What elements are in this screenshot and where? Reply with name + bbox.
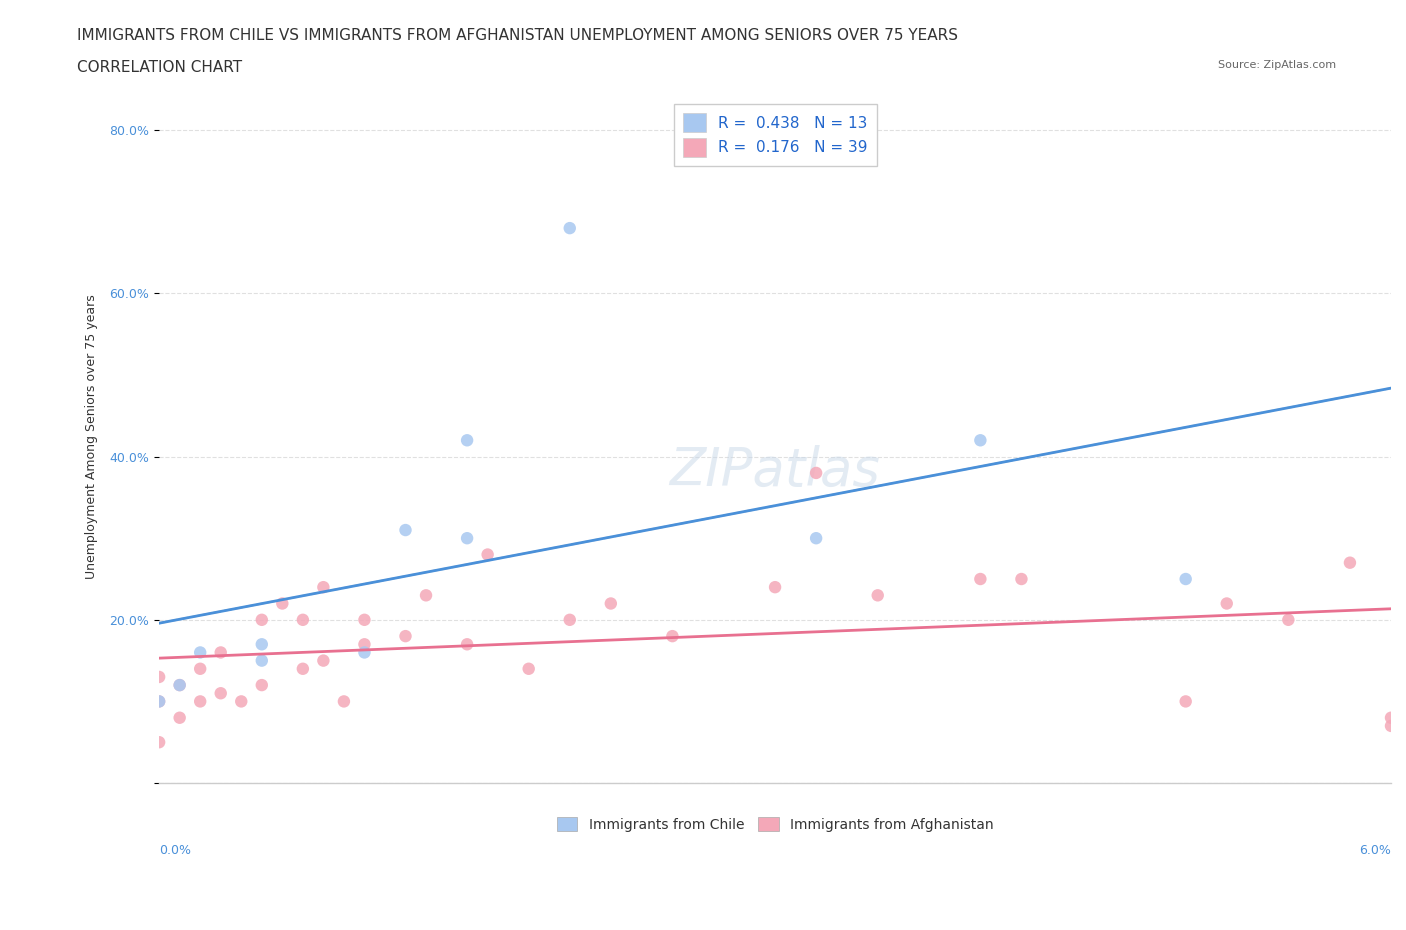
Point xyxy=(763,579,786,594)
Point xyxy=(1174,572,1197,587)
Point xyxy=(312,653,335,668)
Point xyxy=(456,432,478,447)
Point xyxy=(169,711,191,725)
Text: IMMIGRANTS FROM CHILE VS IMMIGRANTS FROM AFGHANISTAN UNEMPLOYMENT AMONG SENIORS : IMMIGRANTS FROM CHILE VS IMMIGRANTS FROM… xyxy=(77,28,959,43)
Point xyxy=(517,661,540,676)
Point xyxy=(148,694,170,709)
Point xyxy=(394,523,416,538)
Point xyxy=(969,432,991,447)
Point xyxy=(1216,596,1239,611)
Point xyxy=(291,612,314,627)
Point xyxy=(148,670,170,684)
Text: ZIPatlas: ZIPatlas xyxy=(669,445,880,497)
Point xyxy=(188,694,211,709)
Point xyxy=(1277,612,1299,627)
Point xyxy=(1379,711,1402,725)
Point xyxy=(456,531,478,546)
Point xyxy=(456,637,478,652)
Point xyxy=(188,661,211,676)
Point xyxy=(250,653,273,668)
Point xyxy=(169,678,191,693)
Point xyxy=(250,612,273,627)
Point xyxy=(312,579,335,594)
Point xyxy=(1010,572,1032,587)
Point xyxy=(148,735,170,750)
Point xyxy=(477,547,499,562)
Point xyxy=(1379,719,1402,734)
Point xyxy=(250,637,273,652)
Y-axis label: Unemployment Among Seniors over 75 years: Unemployment Among Seniors over 75 years xyxy=(86,294,98,578)
Point xyxy=(353,637,375,652)
Point xyxy=(271,596,294,611)
Point xyxy=(804,466,827,481)
Point xyxy=(291,661,314,676)
Point xyxy=(866,588,889,603)
Point xyxy=(558,612,581,627)
Point xyxy=(250,678,273,693)
Point xyxy=(209,645,232,660)
Point xyxy=(353,612,375,627)
Point xyxy=(353,645,375,660)
Point xyxy=(804,531,827,546)
Point xyxy=(231,694,253,709)
Point xyxy=(1174,694,1197,709)
Point xyxy=(209,685,232,700)
Text: 0.0%: 0.0% xyxy=(159,844,191,857)
Point xyxy=(1339,555,1361,570)
Point xyxy=(969,572,991,587)
Point xyxy=(558,220,581,235)
Text: Source: ZipAtlas.com: Source: ZipAtlas.com xyxy=(1218,60,1336,71)
Text: 6.0%: 6.0% xyxy=(1360,844,1391,857)
Point xyxy=(599,596,621,611)
Point xyxy=(394,629,416,644)
Text: CORRELATION CHART: CORRELATION CHART xyxy=(77,60,242,75)
Point xyxy=(169,678,191,693)
Legend: R =  0.438   N = 13, R =  0.176   N = 39: R = 0.438 N = 13, R = 0.176 N = 39 xyxy=(673,104,876,166)
Point xyxy=(333,694,356,709)
Point xyxy=(188,645,211,660)
Point xyxy=(661,629,683,644)
Point xyxy=(415,588,437,603)
Point xyxy=(148,694,170,709)
